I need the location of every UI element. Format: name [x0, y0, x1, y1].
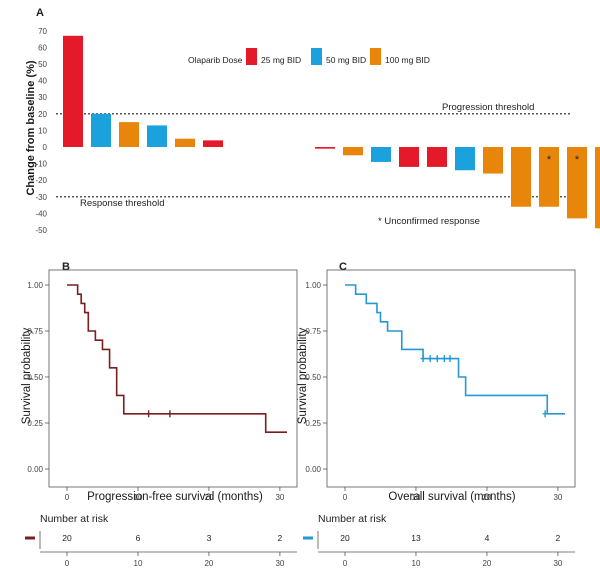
panelC-risk-xtick-label: 10	[412, 559, 421, 568]
waterfall-bar	[539, 147, 559, 207]
panelB-risk-count: 3	[207, 533, 212, 543]
panelC-ytick-label: 0.75	[305, 327, 321, 336]
panelC-xtick-label: 0	[343, 493, 348, 502]
panelB-ytick-label: 0.25	[27, 419, 43, 428]
panel-a-ytick-label: 40	[38, 77, 47, 86]
panel-a-ytick-label: 70	[38, 27, 47, 36]
panelC-risk-xtick-label: 30	[553, 559, 562, 568]
panel-a-ytick-label: -10	[35, 160, 47, 169]
response-threshold-label: Response threshold	[80, 198, 165, 209]
panel-c-ylabel: Survival probability	[297, 327, 309, 424]
panel-a-ytick-label: 30	[38, 93, 47, 102]
panel-a-letter: A	[36, 7, 44, 19]
panelB-risk-xtick-label: 10	[134, 559, 143, 568]
waterfall-bar	[147, 125, 167, 147]
legend-label-100mg: 100 mg BID	[385, 55, 430, 65]
panelB-plot-frame	[48, 269, 298, 488]
waterfall-bar	[315, 147, 335, 149]
panelB-risk-count: 20	[62, 533, 72, 543]
panelB-xtick-label: 0	[65, 493, 70, 502]
panelC-risk-count: 2	[556, 533, 561, 543]
waterfall-bar	[427, 147, 447, 167]
waterfall-bar	[203, 140, 223, 147]
panel-a-ytick-label: 0	[43, 143, 48, 152]
waterfall-bar	[511, 147, 531, 207]
panelC-survival-line	[345, 284, 565, 415]
panel-c-risk-title: Number at risk	[318, 513, 387, 525]
unconfirmed-response-note: * Unconfirmed response	[378, 216, 480, 227]
panelB-ytick-label: 0.50	[27, 373, 43, 382]
panel-a-ytick-label: 50	[38, 60, 47, 69]
panel-a-ytick-label: 60	[38, 43, 47, 52]
waterfall-bar	[371, 147, 391, 162]
panel-c-risk-table: 20 0 13 10 4 20 2 30	[303, 531, 575, 568]
progression-threshold-label: Progression threshold	[442, 102, 534, 113]
panel-a-ytick-label: 10	[38, 126, 47, 135]
waterfall-bar	[567, 147, 587, 219]
legend-swatch-100mg	[370, 48, 381, 65]
waterfall-bar	[399, 147, 419, 167]
panelB-ytick-label: 0.00	[27, 465, 43, 474]
panelB-xtick-label: 10	[134, 493, 143, 502]
panelC-plot-frame	[326, 269, 576, 488]
panel-c-xlabel: Overall survival (months)	[388, 491, 515, 503]
waterfall-bar	[483, 147, 503, 174]
panelB-risk-xtick-label: 0	[65, 559, 70, 568]
panel-c-letter: C	[339, 261, 347, 273]
panel-a-ytick-label: -20	[35, 176, 47, 185]
panelB-ytick-label: 1.00	[27, 281, 43, 290]
panel-b-xlabel: Progression-free survival (months)	[87, 491, 263, 503]
panelC-risk-xtick-label: 0	[343, 559, 348, 568]
panelB-xtick-label: 20	[204, 493, 213, 502]
panelC-xtick-label: 20	[482, 493, 491, 502]
panelB-risk-count: 6	[136, 533, 141, 543]
waterfall-bar	[91, 113, 111, 147]
panel-a-ytick-label: -50	[35, 226, 47, 235]
panel-b-letter: B	[62, 261, 70, 273]
panelC-ytick-label: 0.50	[305, 373, 321, 382]
panelB-survival-line	[67, 284, 287, 433]
panelC-ytick-label: 0.25	[305, 419, 321, 428]
panelC-ytick-label: 1.00	[305, 281, 321, 290]
panelB-risk-count: 2	[278, 533, 283, 543]
waterfall-bar	[119, 122, 139, 147]
panelC-risk-xtick-label: 20	[482, 559, 491, 568]
legend-title: Olaparib Dose	[188, 55, 243, 65]
panelC-risk-count: 13	[411, 533, 421, 543]
panelB-risk-xtick-label: 20	[204, 559, 213, 568]
dose-legend: Olaparib Dose 25 mg BID 50 mg BID 100 mg…	[188, 48, 430, 65]
panel-b-pfs-curve: 1.00 0.75 0.50 0.25 0.00 0 10 20 30	[27, 269, 298, 502]
panel-b-risk-title: Number at risk	[40, 513, 109, 525]
panelC-xtick-label: 30	[553, 493, 562, 502]
panel-a-ytick-label: -30	[35, 193, 47, 202]
panelB-ytick-label: 0.75	[27, 327, 43, 336]
panel-c-os-curve: 1.00 0.75 0.50 0.25 0.00 0 10 20 30	[305, 269, 576, 502]
panel-a-ytick-label: 20	[38, 110, 47, 119]
panel-a-ytick-label: -40	[35, 209, 47, 218]
waterfall-bar	[63, 35, 83, 147]
panel-a-ylabel: Change from baseline (%)	[25, 60, 37, 195]
unconfirmed-asterisk: *	[547, 154, 552, 166]
waterfall-bar	[595, 147, 600, 229]
panel-b-risk-table: 20 0 6 10 3 20 2 30	[25, 531, 297, 568]
legend-label-25mg: 25 mg BID	[261, 55, 301, 65]
panelB-xtick-label: 30	[275, 493, 284, 502]
panelC-risk-count: 4	[485, 533, 490, 543]
waterfall-bar	[175, 138, 195, 147]
waterfall-bar	[343, 147, 363, 156]
panelC-risk-count: 20	[340, 533, 350, 543]
unconfirmed-asterisk: *	[575, 154, 580, 166]
legend-swatch-25mg	[246, 48, 257, 65]
panelC-ytick-label: 0.00	[305, 465, 321, 474]
panel-b-ylabel: Survival probability	[21, 327, 33, 424]
panelC-xtick-label: 10	[412, 493, 421, 502]
legend-label-50mg: 50 mg BID	[326, 55, 366, 65]
waterfall-bar	[455, 147, 475, 171]
panelB-risk-xtick-label: 30	[275, 559, 284, 568]
legend-swatch-50mg	[311, 48, 322, 65]
